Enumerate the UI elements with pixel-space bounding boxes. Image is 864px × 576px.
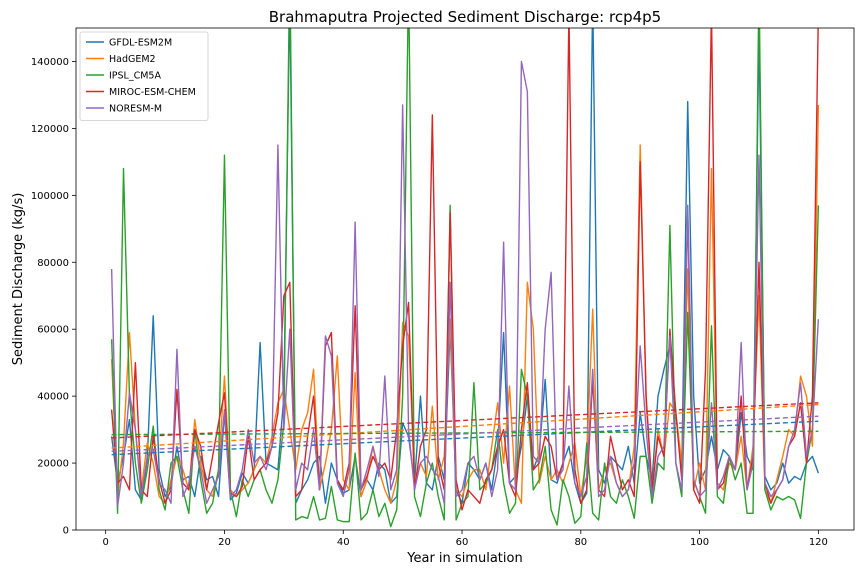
x-tick-label: 20 <box>218 537 231 548</box>
x-tick-label: 100 <box>690 537 709 548</box>
y-tick-label: 40000 <box>37 392 69 403</box>
y-tick-label: 80000 <box>37 258 69 269</box>
trend-line-0 <box>111 420 819 456</box>
x-tick-label: 80 <box>574 537 587 548</box>
series-line-4 <box>110 60 820 508</box>
trend-line-1 <box>111 403 819 449</box>
x-tick-label: 0 <box>103 537 109 548</box>
y-tick-label: 60000 <box>37 325 69 336</box>
legend-label-0: GFDL-ESM2M <box>109 38 172 49</box>
series-layer <box>110 28 820 528</box>
trend-line-2 <box>111 430 819 436</box>
x-tick-label: 40 <box>337 537 350 548</box>
x-tick-label: 120 <box>809 537 828 548</box>
legend-label-2: IPSL_CM5A <box>109 71 161 82</box>
y-tick-label: 120000 <box>31 124 69 135</box>
chart-title: Brahmaputra Projected Sediment Discharge… <box>269 8 661 26</box>
y-axis-label: Sediment Discharge (kg/s) <box>11 193 26 366</box>
y-tick-label: 0 <box>63 526 69 537</box>
legend-label-3: MIROC-ESM-CHEM <box>109 87 196 98</box>
legend-label-4: NORESM-M <box>109 104 162 115</box>
x-axis-label: Year in simulation <box>406 551 522 566</box>
legend-label-1: HadGEM2 <box>109 54 156 65</box>
y-tick-label: 100000 <box>31 191 69 202</box>
legend-box <box>79 31 209 121</box>
legend: GFDL-ESM2M HadGEM2 IPSL_CM5A MIROC-ESM-CHEM… <box>79 31 209 121</box>
y-axis-ticks: 0 20000 40000 60000 80000 100000 120000 140000 <box>31 57 76 537</box>
x-axis-ticks: 0 20 40 60 80 100 120 <box>103 530 828 548</box>
trend-line-4 <box>111 415 819 453</box>
plot-frame <box>75 27 855 531</box>
y-tick-label: 140000 <box>31 57 69 68</box>
x-tick-label: 60 <box>456 537 469 548</box>
trend-line-3 <box>111 402 819 439</box>
y-tick-label: 20000 <box>37 459 69 470</box>
